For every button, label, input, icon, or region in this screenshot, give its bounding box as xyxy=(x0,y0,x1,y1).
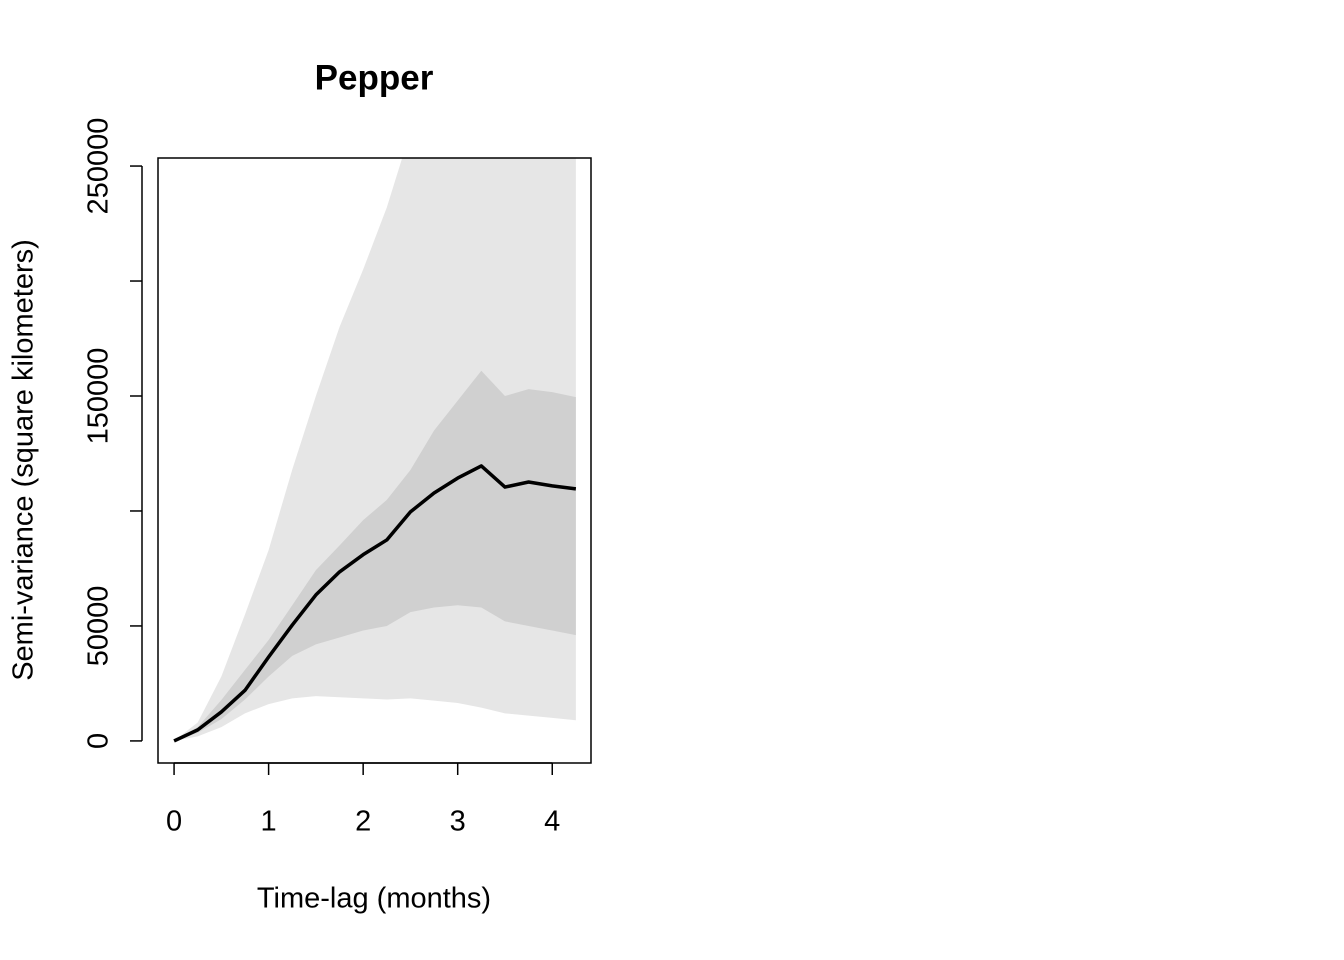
chart-title: Pepper xyxy=(315,58,434,97)
x-tick-label: 4 xyxy=(544,806,560,838)
y-axis-label: Semi-variance (square kilometers) xyxy=(8,239,40,681)
y-tick-label: 0 xyxy=(83,733,115,749)
y-tick-label: 250000 xyxy=(83,118,115,215)
confidence-band xyxy=(174,158,576,741)
x-tick-label: 0 xyxy=(166,806,182,838)
y-tick-label: 50000 xyxy=(83,586,115,667)
x-tick-label: 1 xyxy=(261,806,277,838)
plot-area xyxy=(173,158,577,743)
y-tick-label: 150000 xyxy=(83,348,115,445)
x-tick-label: 3 xyxy=(450,806,466,838)
x-axis-label: Time-lag (months) xyxy=(257,883,491,915)
x-tick-label: 2 xyxy=(355,806,371,838)
semivariance-line xyxy=(173,464,577,743)
